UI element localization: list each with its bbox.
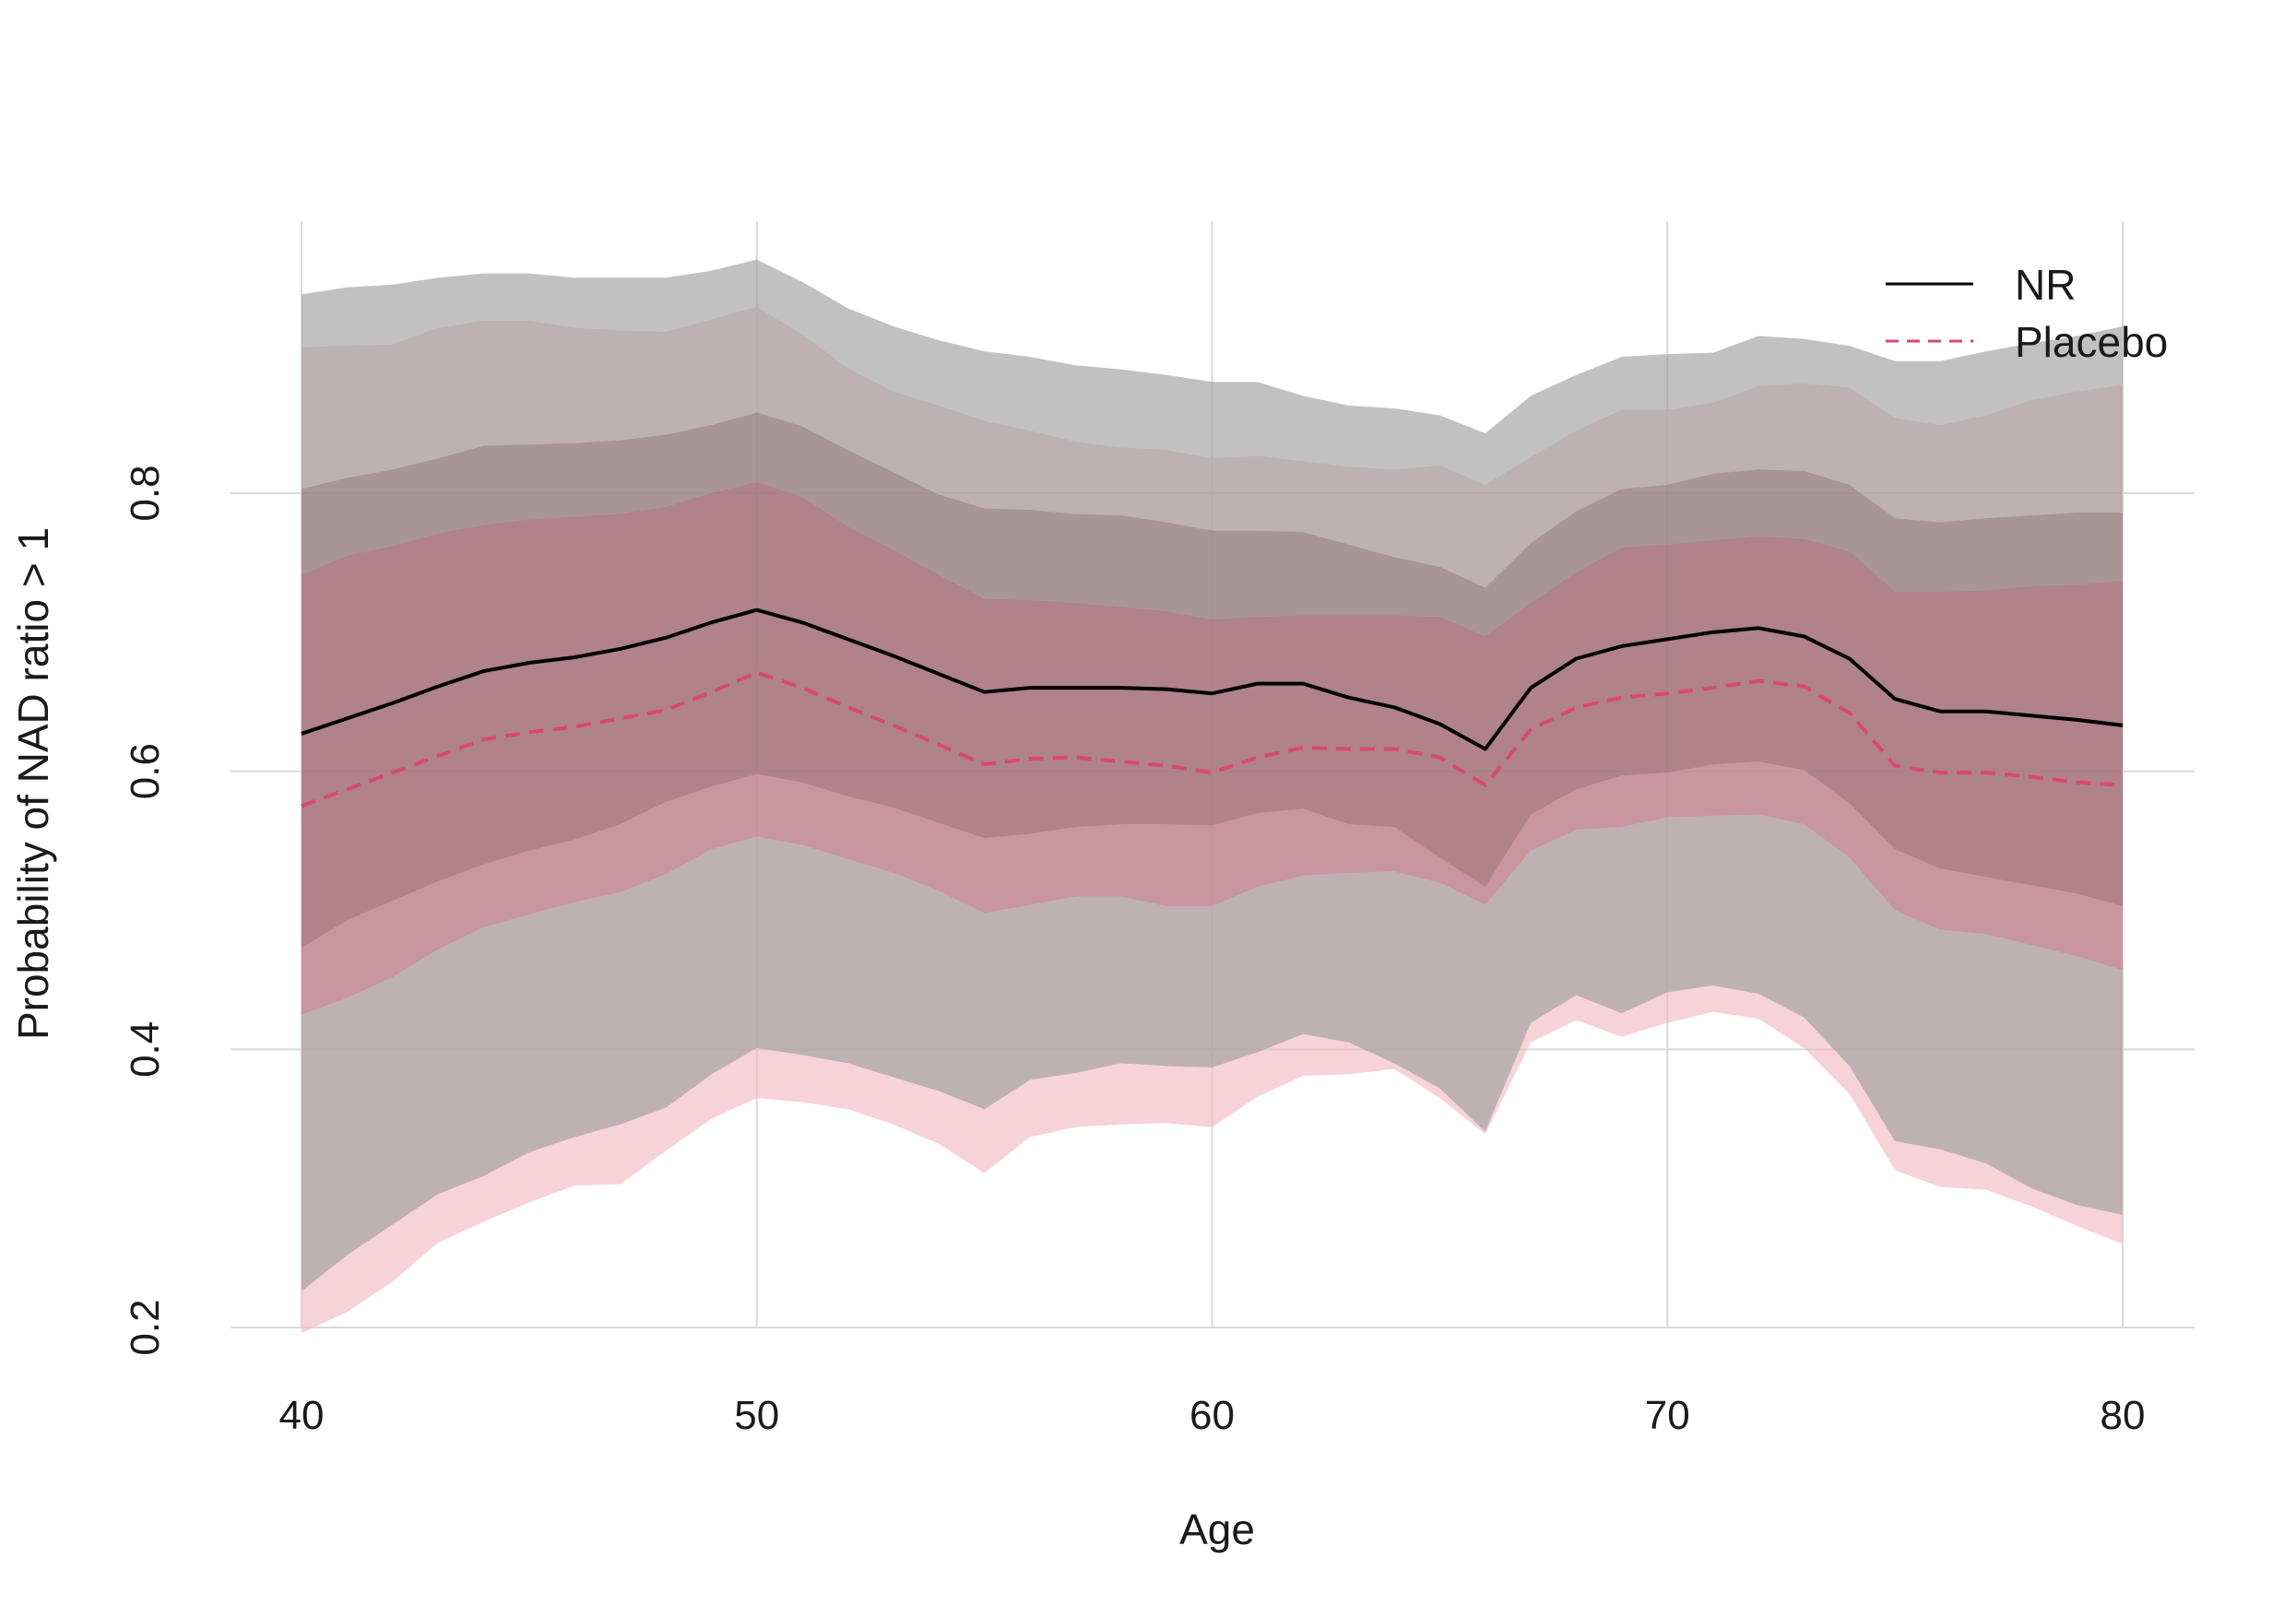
y-axis-ticks: 0.2 0.4 0.6 0.8 [123, 465, 168, 1355]
confidence-bands [302, 259, 2123, 1334]
y-tick-label-0.2: 0.2 [123, 1299, 168, 1355]
band-nr-inner [302, 412, 2123, 949]
series-lines [301, 607, 2124, 808]
x-tick-label-60: 60 [1189, 1393, 1235, 1438]
line-placebo [301, 670, 2124, 808]
x-tick-label-70: 70 [1645, 1393, 1690, 1438]
legend: NR Placebo [1886, 261, 2168, 366]
legend-label-placebo: Placebo [2015, 318, 2168, 366]
legend-label-nr: NR [2015, 261, 2076, 309]
x-tick-label-80: 80 [2101, 1393, 2146, 1438]
x-axis-ticks: 40 50 60 70 80 [279, 1393, 2146, 1438]
band-nr-outer [302, 259, 2123, 1291]
y-tick-label-0.4: 0.4 [123, 1021, 168, 1078]
y-axis-label: Probability of NAD ratio > 1 [9, 527, 57, 1040]
x-axis-label: Age [1179, 1505, 1255, 1553]
y-tick-label-0.8: 0.8 [123, 465, 168, 521]
y-tick-label-0.6: 0.6 [123, 743, 168, 799]
x-tick-label-40: 40 [279, 1393, 325, 1438]
line-nr [301, 607, 2124, 751]
x-tick-label-50: 50 [734, 1393, 779, 1438]
band-placebo-inner [302, 481, 2123, 1015]
